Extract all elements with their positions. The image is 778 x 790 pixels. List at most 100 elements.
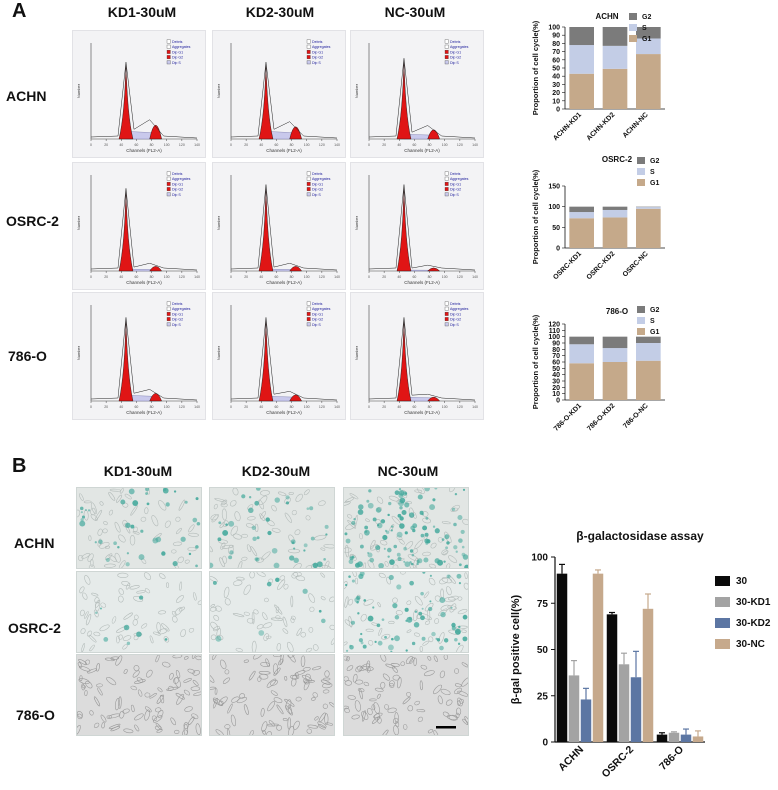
row-label-b-786o: 786-O <box>16 707 55 723</box>
cell-outline <box>295 575 306 582</box>
hist-x-tick-label: 100 <box>304 143 310 147</box>
cell-outline <box>195 723 201 735</box>
hist-legend-swatch <box>166 176 171 181</box>
cell-outline <box>363 681 370 687</box>
hist-x-tick-label: 40 <box>119 143 123 147</box>
cell-outline <box>165 582 170 588</box>
cell-outline <box>302 667 311 672</box>
bar-segment-g1 <box>636 54 661 109</box>
stained-cell <box>434 558 440 564</box>
hist-x-tick-label: 60 <box>134 405 138 409</box>
stained-cell <box>358 638 363 643</box>
cell-outline <box>144 692 151 698</box>
cell-outline <box>393 724 399 735</box>
stained-cell <box>421 607 424 610</box>
cell-outline <box>108 713 121 719</box>
cell-outline <box>149 693 157 699</box>
cell-outline <box>82 592 88 600</box>
cell-outline <box>260 511 266 519</box>
stained-cell <box>374 640 377 644</box>
cell-outline <box>362 562 366 568</box>
hist-legend-label: Debris <box>172 172 183 176</box>
stained-cell <box>443 560 446 563</box>
stained-cell <box>460 529 465 535</box>
bar-segment-g2 <box>636 27 661 39</box>
x-tick-label: OSRC-NC <box>622 250 650 278</box>
microscopy-field <box>344 488 468 568</box>
stained-cell <box>195 497 199 501</box>
stained-cell <box>397 556 402 561</box>
stained-cell <box>285 495 290 500</box>
stained-cell <box>384 635 387 639</box>
cell-outline <box>80 628 86 635</box>
hist-x-tick-label: 100 <box>442 405 448 409</box>
cell-outline <box>412 548 418 554</box>
bar-segment-s <box>602 45 628 69</box>
stained-cell <box>456 573 462 579</box>
cell-outline <box>96 683 103 688</box>
cell-outline <box>370 539 376 550</box>
cell-outline <box>114 552 121 563</box>
flow-histogram: 0 20 40 60 80 100 120 140 Channels (FL2-A) Number… <box>354 301 478 415</box>
hist-x-label: Channels (FL2-A) <box>404 280 440 285</box>
cell-outline <box>214 688 218 695</box>
cell-outline <box>210 686 217 690</box>
cell-outline <box>454 687 462 695</box>
cell-outline <box>220 502 228 508</box>
flow-histogram-cell: 0 20 40 60 80 100 120 140 Channels (FL2-A) Number… <box>212 162 346 290</box>
stained-cell <box>144 488 150 492</box>
hist-x-tick-label: 80 <box>428 275 432 279</box>
hist-legend-swatch <box>444 182 449 186</box>
stained-cell <box>80 518 84 522</box>
legend-label: G2 <box>650 158 659 165</box>
x-tick-label: ACHN <box>556 744 586 774</box>
cell-outline <box>130 505 138 516</box>
cell-outline <box>449 603 457 613</box>
stained-cell <box>265 517 270 522</box>
cell-outline <box>363 599 374 606</box>
hist-legend-label: Aggregates <box>172 45 191 49</box>
cell-outline <box>287 655 295 658</box>
cell-outline <box>266 678 277 688</box>
cell-outline <box>273 655 282 658</box>
cell-outline <box>367 559 375 568</box>
cell-outline <box>276 724 282 731</box>
microscopy-field <box>77 655 201 735</box>
microscopy-field <box>210 572 334 652</box>
cell-outline <box>77 509 81 518</box>
cell-outline <box>374 687 384 692</box>
cell-outline <box>287 655 296 663</box>
cell-outline <box>81 643 85 652</box>
hist-legend-swatch <box>444 312 449 316</box>
stained-cell <box>293 557 299 564</box>
stained-cell <box>420 533 425 538</box>
cell-outline <box>457 596 463 601</box>
flow-histogram: 0 20 40 60 80 100 120 140 Channels (FL2-A) Number… <box>76 301 200 415</box>
cell-outline <box>392 564 399 568</box>
cell-outline <box>177 556 184 564</box>
cell-outline <box>423 591 430 599</box>
legend-swatch <box>629 13 637 20</box>
cell-outline <box>442 550 449 555</box>
cell-outline <box>329 596 334 603</box>
hist-legend-label: Aggregates <box>312 177 331 181</box>
stained-cell <box>405 619 408 622</box>
cell-outline <box>158 500 167 511</box>
cell-outline <box>258 670 271 675</box>
cell-outline <box>256 624 264 630</box>
cell-outline <box>271 505 277 512</box>
row-label-achn: ACHN <box>6 88 47 104</box>
stained-cell <box>458 538 463 543</box>
hist-x-tick-label: 140 <box>194 275 200 279</box>
cell-outline <box>448 555 458 563</box>
cell-outline <box>158 573 166 579</box>
hist-legend-label: Dip S <box>450 323 459 327</box>
cell-outline <box>137 689 143 697</box>
cell-outline <box>144 588 151 594</box>
microscopy-image <box>343 571 469 653</box>
hist-x-tick-label: 60 <box>134 275 138 279</box>
cell-outline <box>433 684 443 695</box>
g2-peak <box>149 393 162 402</box>
hist-x-tick-label: 120 <box>179 143 185 147</box>
stained-cell <box>99 607 102 610</box>
